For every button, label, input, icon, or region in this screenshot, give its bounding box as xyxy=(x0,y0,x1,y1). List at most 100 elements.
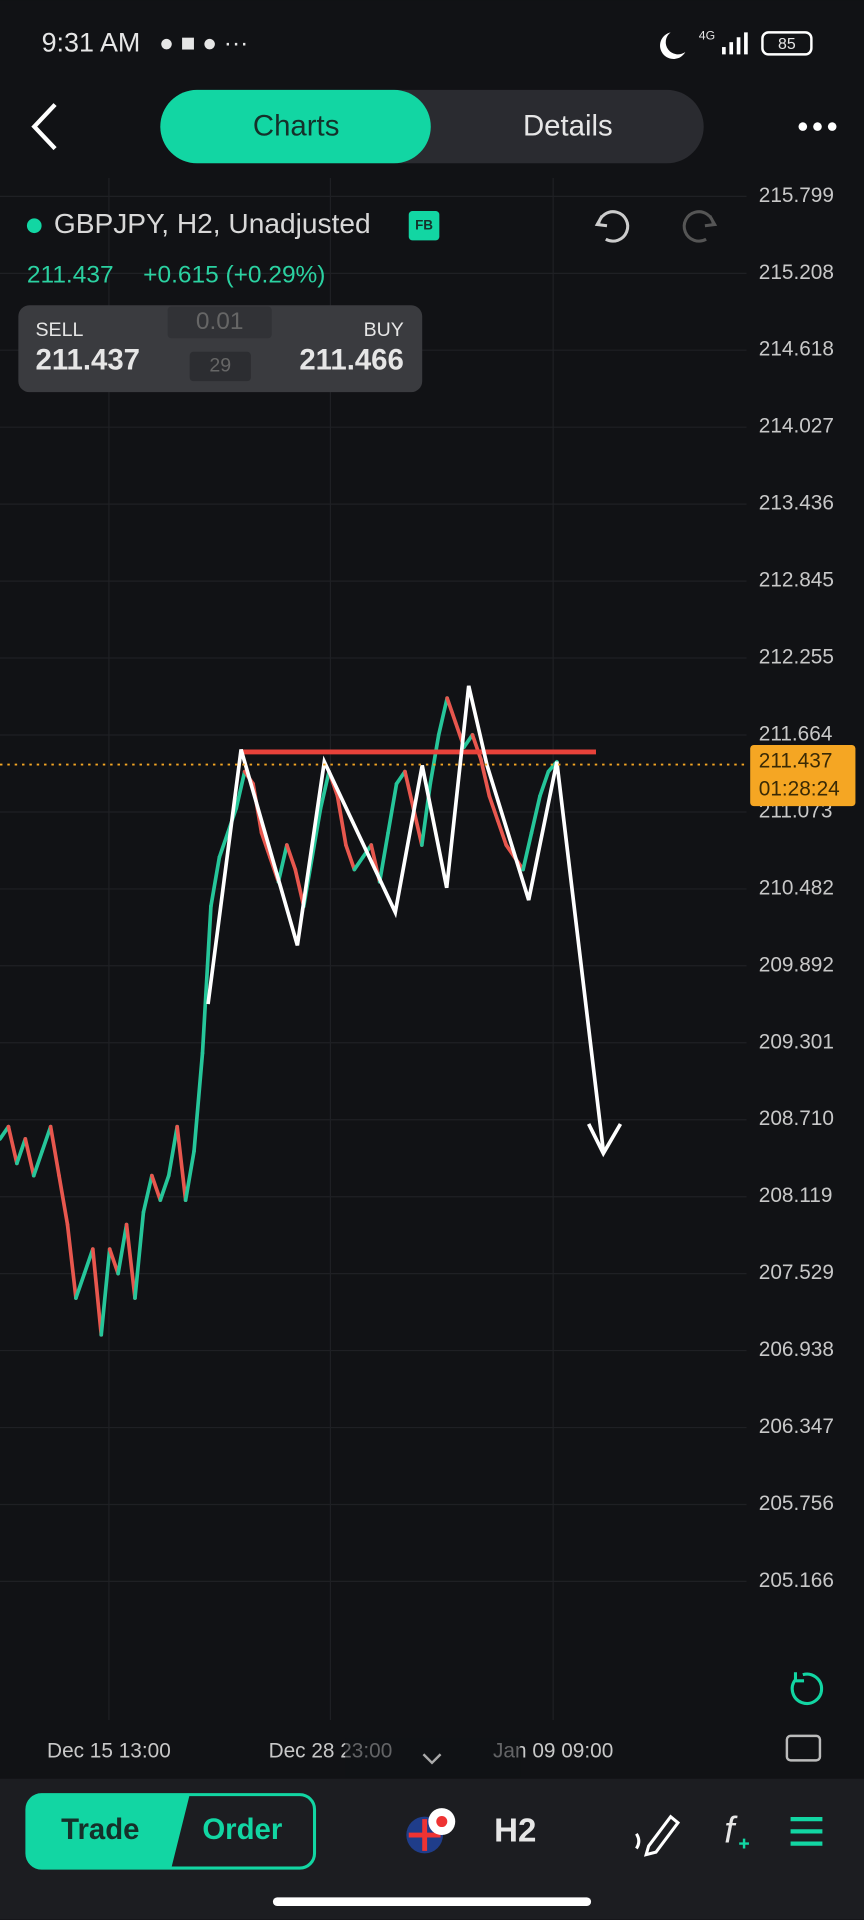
undo-button[interactable] xyxy=(594,210,630,243)
battery xyxy=(761,31,813,56)
layout-button[interactable] xyxy=(785,1734,822,1762)
y-tick-label: 212.845 xyxy=(759,569,834,592)
y-tick-label: 212.255 xyxy=(759,645,834,668)
flag-cross xyxy=(408,1819,441,1851)
price-segment xyxy=(445,696,458,725)
price-segment xyxy=(462,733,475,749)
price-segment xyxy=(150,1173,163,1202)
tab-details[interactable]: Details xyxy=(523,110,613,143)
price-segment xyxy=(183,1149,196,1202)
collapse-handle[interactable] xyxy=(345,1738,521,1778)
price-segment xyxy=(285,843,298,872)
lot-box[interactable] xyxy=(167,306,272,339)
price-segment xyxy=(344,843,357,872)
price-segment xyxy=(158,1173,171,1202)
signal-icon xyxy=(722,32,748,55)
timeframe-button[interactable]: H2 xyxy=(494,1812,536,1849)
price-segment xyxy=(209,855,222,909)
price-segment xyxy=(133,1210,146,1300)
order-button[interactable]: Order xyxy=(202,1813,282,1846)
price-segment xyxy=(23,1137,36,1178)
y-tick-label: 206.938 xyxy=(759,1338,834,1361)
buy-price[interactable]: 211.466 xyxy=(299,343,404,376)
menu-button[interactable] xyxy=(790,1816,823,1846)
price-segment xyxy=(6,1124,19,1166)
price-segment xyxy=(495,818,509,847)
collapse-chevron[interactable] xyxy=(422,1753,442,1765)
price-segment xyxy=(124,1222,137,1300)
y-tick-label: 207.529 xyxy=(759,1261,834,1284)
y-tick-label: 213.436 xyxy=(759,492,834,515)
countdown: 01:28:24 xyxy=(759,778,840,801)
y-tick-label: 206.347 xyxy=(759,1415,834,1438)
price-segment xyxy=(175,1124,188,1202)
price-segment xyxy=(40,1124,53,1153)
trade-button[interactable]: Trade xyxy=(61,1813,139,1846)
price-segment xyxy=(234,769,247,811)
y-tick-label: 208.710 xyxy=(759,1107,834,1130)
price-segment xyxy=(48,1124,61,1178)
moon-icon xyxy=(660,32,686,59)
status-icons: ● ■ ● ··· xyxy=(159,30,248,57)
sell-price[interactable]: 211.437 xyxy=(35,343,140,376)
price-segment xyxy=(276,843,289,884)
draw-button[interactable] xyxy=(635,1814,681,1857)
spread: 29 xyxy=(209,355,231,377)
trade-box xyxy=(18,305,423,393)
redo-button[interactable] xyxy=(682,210,718,243)
y-tick-label: 211.664 xyxy=(759,722,833,745)
back-button[interactable] xyxy=(31,103,57,151)
status-network: 4G xyxy=(699,28,715,42)
price-segment xyxy=(15,1137,28,1166)
price-segment xyxy=(74,1271,87,1300)
more-button[interactable] xyxy=(798,122,837,131)
indicator-plus xyxy=(739,1838,749,1849)
tab-active[interactable] xyxy=(160,89,431,164)
reset-button[interactable] xyxy=(790,1672,824,1705)
quote-change: +0.615 (+0.29%) xyxy=(143,261,325,288)
price-segment xyxy=(99,1247,112,1337)
price-segment xyxy=(310,806,323,860)
price-segment xyxy=(166,1124,180,1178)
drawn-arrowhead xyxy=(587,1123,623,1158)
y-tick-label: 215.799 xyxy=(759,184,834,207)
price-segment xyxy=(318,769,331,811)
price-segment xyxy=(57,1173,70,1227)
home-indicator xyxy=(272,1897,592,1906)
price-segment xyxy=(335,794,348,847)
price-segment xyxy=(90,1247,104,1337)
sell-label[interactable]: SELL xyxy=(35,319,83,341)
current-price-box xyxy=(750,744,856,807)
price-segment xyxy=(386,781,399,835)
price-segment xyxy=(107,1247,120,1276)
price-segment xyxy=(141,1173,154,1215)
price-segment xyxy=(470,733,483,762)
y-tick-label: 209.892 xyxy=(759,953,834,976)
price-segment xyxy=(538,769,551,798)
price-segment xyxy=(200,904,213,1056)
price-segment xyxy=(479,757,492,798)
price-segment xyxy=(217,830,230,860)
battery-level: 85 xyxy=(778,36,796,53)
tab-charts[interactable]: Charts xyxy=(253,110,339,143)
buy-label[interactable]: BUY xyxy=(364,319,404,341)
y-tick-label: 214.027 xyxy=(759,415,834,438)
symbol-dot xyxy=(26,218,42,234)
price-segment xyxy=(116,1222,129,1276)
quote-price: 211.437 xyxy=(27,261,114,288)
price-segment xyxy=(259,830,272,860)
trade-active[interactable] xyxy=(26,1794,190,1869)
y-tick-label: 210.482 xyxy=(759,876,834,899)
y-tick-label: 205.166 xyxy=(759,1569,834,1592)
price-segment xyxy=(521,830,534,872)
price-segment xyxy=(403,769,416,811)
y-tick-label: 205.756 xyxy=(759,1492,834,1515)
x-tick-label: Dec 15 13:00 xyxy=(47,1739,171,1762)
lot[interactable]: 0.01 xyxy=(196,308,244,335)
price-segment xyxy=(487,794,500,823)
status-time: 9:31 AM xyxy=(42,28,141,58)
price-segment xyxy=(377,830,390,884)
price-segment xyxy=(529,794,542,835)
